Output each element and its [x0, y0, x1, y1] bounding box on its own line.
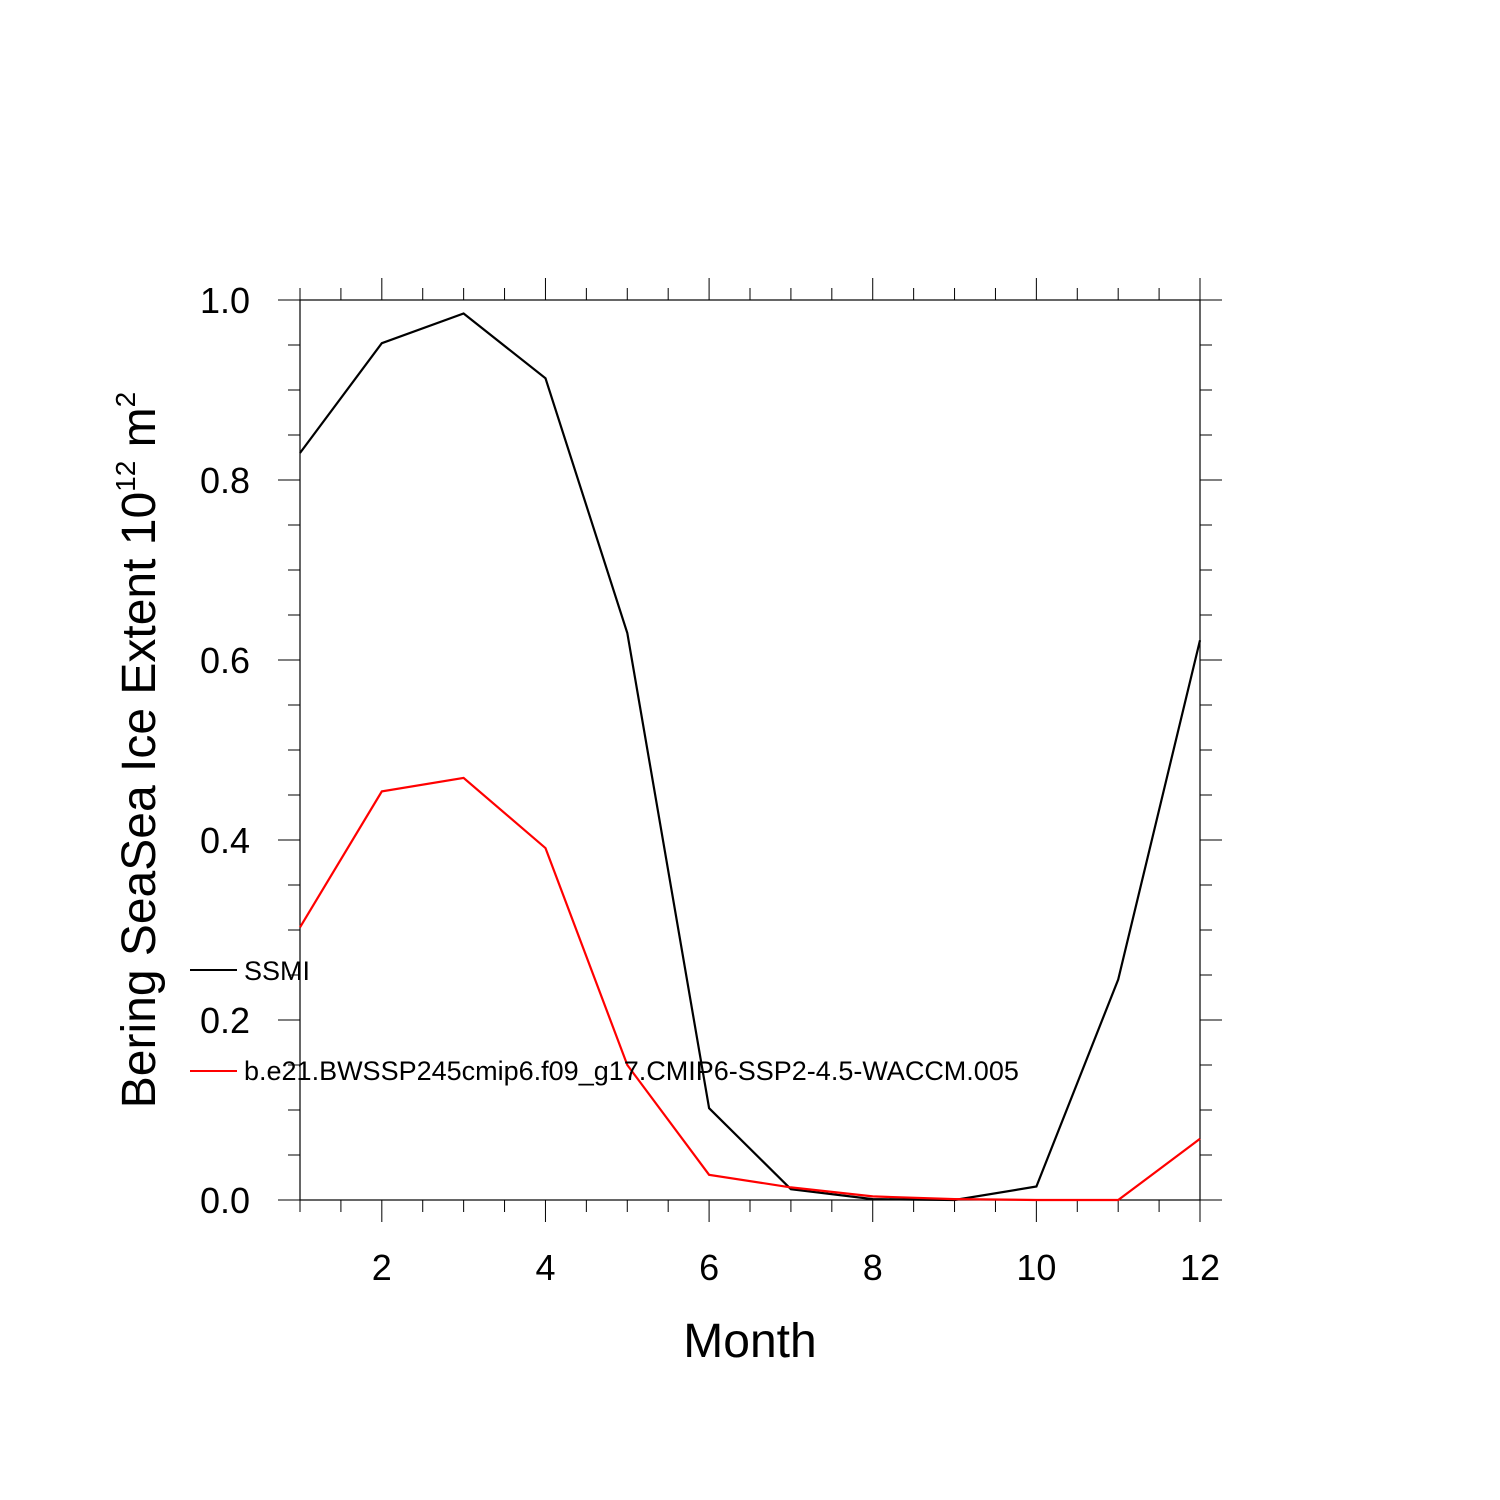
legend: SSMI b.e21.BWSSP245cmip6.f09_g17.CMIP6-S… [190, 956, 1019, 1086]
y-tick-label: 0.6 [200, 640, 250, 681]
x-tick-label: 6 [699, 1247, 719, 1288]
ticks-layer [278, 278, 1222, 1222]
legend-label-waccm: b.e21.BWSSP245cmip6.f09_g17.CMIP6-SSP2-4… [244, 1056, 1019, 1086]
y-tick-label: 0.2 [200, 1000, 250, 1041]
y-tick-label: 0.8 [200, 460, 250, 501]
x-tick-label: 8 [863, 1247, 883, 1288]
labels-layer: 2 4 6 8 10 12 0.0 0.2 0.4 0.6 0.8 1.0 [200, 280, 1220, 1288]
series-line-waccm [299, 776, 1201, 1202]
series-line-ssmi [299, 312, 1202, 1202]
y-axis-title-unit: m [113, 407, 166, 460]
y-axis-title-main: Bering SeaSea Ice Extent 10 [113, 492, 166, 1108]
legend-label-ssmi: SSMI [244, 956, 310, 986]
x-tick-label: 2 [372, 1247, 392, 1288]
y-tick-label: 0.4 [200, 820, 250, 861]
y-axis-title-exponent: 12 [110, 461, 141, 492]
y-axis-title-unit-exponent: 2 [110, 392, 141, 408]
x-tick-label: 10 [1016, 1247, 1056, 1288]
plot-frame [299, 299, 1201, 1201]
y-axis-title: Bering SeaSea Ice Extent 1012 m2 [110, 392, 166, 1108]
y-tick-label: 1.0 [200, 280, 250, 321]
y-tick-label: 0.0 [200, 1180, 250, 1221]
x-axis-title: Month [683, 1315, 816, 1368]
x-tick-label: 12 [1180, 1247, 1220, 1288]
x-tick-label: 4 [535, 1247, 555, 1288]
series-layer [299, 312, 1202, 1202]
